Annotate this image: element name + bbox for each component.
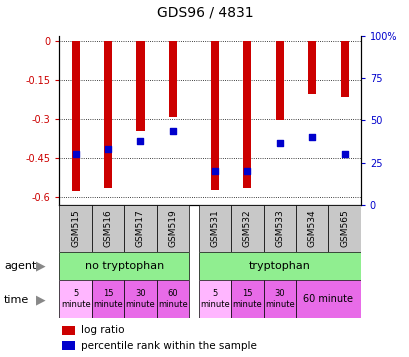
Point xyxy=(211,169,218,174)
Text: GSM519: GSM519 xyxy=(168,210,177,247)
Text: tryptophan: tryptophan xyxy=(248,261,310,271)
Bar xyxy=(62,341,74,350)
FancyBboxPatch shape xyxy=(59,205,92,252)
Text: agent: agent xyxy=(4,261,36,271)
FancyBboxPatch shape xyxy=(295,205,328,252)
Text: no tryptophan: no tryptophan xyxy=(84,261,164,271)
Point xyxy=(308,135,315,140)
Text: GSM517: GSM517 xyxy=(136,210,145,247)
FancyBboxPatch shape xyxy=(295,280,360,318)
Bar xyxy=(169,41,176,117)
Text: 15
minute: 15 minute xyxy=(93,289,123,309)
Text: 5
minute: 5 minute xyxy=(200,289,229,309)
Point xyxy=(169,128,176,134)
FancyBboxPatch shape xyxy=(59,280,92,318)
Bar xyxy=(62,326,74,335)
Text: GSM516: GSM516 xyxy=(103,210,112,247)
Text: time: time xyxy=(4,295,29,305)
FancyBboxPatch shape xyxy=(92,205,124,252)
Text: GSM565: GSM565 xyxy=(339,210,348,247)
Text: GSM531: GSM531 xyxy=(210,210,219,247)
Bar xyxy=(308,41,315,94)
Text: log ratio: log ratio xyxy=(80,325,124,335)
Bar xyxy=(210,41,218,190)
FancyBboxPatch shape xyxy=(198,205,231,252)
Bar xyxy=(136,41,144,131)
FancyBboxPatch shape xyxy=(263,280,295,318)
Text: 30
minute: 30 minute xyxy=(125,289,155,309)
Text: 30
minute: 30 minute xyxy=(264,289,294,309)
Text: ▶: ▶ xyxy=(36,260,46,272)
Point xyxy=(276,140,282,145)
Text: GSM515: GSM515 xyxy=(71,210,80,247)
Bar xyxy=(275,41,283,121)
Bar xyxy=(243,41,251,187)
FancyBboxPatch shape xyxy=(124,280,156,318)
FancyBboxPatch shape xyxy=(156,205,189,252)
Text: GDS96 / 4831: GDS96 / 4831 xyxy=(156,5,253,20)
Point xyxy=(72,152,79,157)
Bar xyxy=(340,41,348,97)
FancyBboxPatch shape xyxy=(198,280,231,318)
FancyBboxPatch shape xyxy=(328,205,360,252)
FancyBboxPatch shape xyxy=(231,205,263,252)
Text: GSM533: GSM533 xyxy=(274,210,283,247)
FancyBboxPatch shape xyxy=(198,252,360,280)
Text: GSM534: GSM534 xyxy=(307,210,316,247)
Point xyxy=(243,169,250,174)
FancyBboxPatch shape xyxy=(92,280,124,318)
Bar xyxy=(72,41,79,191)
FancyBboxPatch shape xyxy=(124,205,156,252)
Bar xyxy=(104,41,112,188)
Text: 60
minute: 60 minute xyxy=(157,289,187,309)
FancyBboxPatch shape xyxy=(231,280,263,318)
FancyBboxPatch shape xyxy=(59,252,189,280)
Text: ▶: ▶ xyxy=(36,293,46,306)
Text: percentile rank within the sample: percentile rank within the sample xyxy=(80,341,256,351)
Point xyxy=(105,146,111,152)
Point xyxy=(340,152,347,157)
FancyBboxPatch shape xyxy=(156,280,189,318)
Text: 5
minute: 5 minute xyxy=(61,289,90,309)
FancyBboxPatch shape xyxy=(263,205,295,252)
Text: 60 minute: 60 minute xyxy=(303,294,353,304)
Text: 15
minute: 15 minute xyxy=(232,289,262,309)
Point xyxy=(137,138,144,144)
Text: GSM532: GSM532 xyxy=(242,210,251,247)
